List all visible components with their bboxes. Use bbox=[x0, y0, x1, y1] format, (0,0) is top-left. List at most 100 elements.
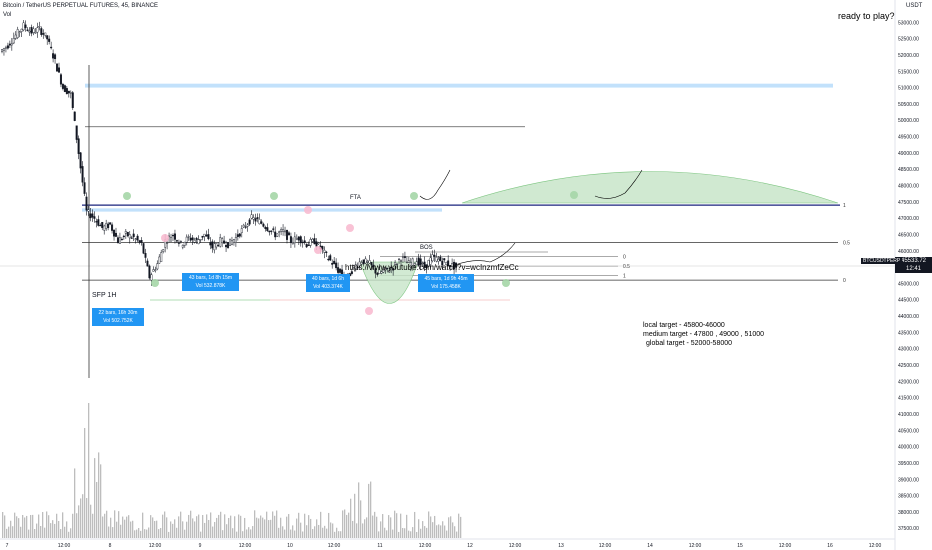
volume-bar bbox=[58, 520, 60, 538]
candle-body bbox=[40, 28, 43, 35]
volume-bar bbox=[456, 531, 458, 538]
youtube-url[interactable]: https://www.youtube.com/watch?v=wcInzmfZ… bbox=[345, 263, 519, 272]
volume-bar bbox=[250, 529, 252, 538]
volume-bar bbox=[414, 511, 416, 538]
volume-bar bbox=[348, 512, 350, 538]
candle-body bbox=[32, 28, 35, 33]
candle-body bbox=[73, 111, 76, 121]
volume-bar bbox=[118, 511, 120, 538]
volume-bar bbox=[126, 516, 128, 538]
volume-bar bbox=[66, 521, 68, 538]
candle-body bbox=[409, 262, 412, 268]
volume-bar bbox=[36, 523, 38, 538]
volume-bar bbox=[356, 523, 358, 538]
candle-body bbox=[201, 235, 204, 238]
volume-bar bbox=[432, 522, 434, 538]
time-tick: 12:00 bbox=[419, 543, 432, 549]
volume-bar bbox=[92, 513, 94, 538]
candle-body bbox=[358, 261, 361, 266]
price-tick: 42500.00 bbox=[898, 363, 919, 369]
price-tick: 49500.00 bbox=[898, 135, 919, 141]
volume-bar bbox=[34, 529, 36, 538]
volume-bar bbox=[168, 531, 170, 538]
volume-bar bbox=[312, 529, 314, 538]
candle-body bbox=[142, 243, 145, 254]
candle-body bbox=[140, 240, 143, 243]
volume-bar bbox=[444, 525, 446, 538]
candle-body bbox=[30, 27, 33, 34]
candle-body bbox=[197, 239, 200, 245]
candle-body bbox=[138, 240, 141, 243]
candle-body bbox=[87, 209, 90, 212]
volume-bar bbox=[120, 524, 122, 538]
candle-body bbox=[301, 241, 304, 244]
candle-body bbox=[28, 30, 31, 33]
volume-bar bbox=[292, 525, 294, 538]
candle-body bbox=[287, 232, 290, 236]
range-box-3-bars: 40 bars, 1d 6h bbox=[312, 276, 344, 282]
volume-bar bbox=[148, 527, 150, 538]
volume-bar bbox=[122, 516, 124, 538]
volume-bar bbox=[166, 517, 168, 538]
volume-bar bbox=[442, 521, 444, 538]
candle-body bbox=[252, 217, 255, 220]
volume-bar bbox=[332, 523, 334, 538]
volume-bar bbox=[434, 515, 436, 538]
volume-bar bbox=[220, 511, 222, 538]
candle-body bbox=[441, 260, 444, 266]
volume-bar bbox=[86, 498, 88, 538]
candle-body bbox=[103, 225, 106, 231]
time-tick: 12:00 bbox=[328, 543, 341, 549]
candle-body bbox=[284, 230, 287, 233]
candle-body bbox=[293, 236, 296, 244]
candle-body bbox=[22, 22, 25, 31]
candle-body bbox=[152, 269, 155, 272]
candle-body bbox=[329, 255, 332, 261]
candle-body bbox=[199, 239, 202, 241]
candle-body bbox=[207, 234, 210, 240]
range-box-3-vol: Vol 403.374K bbox=[313, 284, 343, 290]
volume-bar bbox=[28, 529, 30, 538]
candle-body bbox=[144, 253, 147, 258]
time-tick: 15 bbox=[737, 543, 743, 549]
volume-bar bbox=[350, 498, 352, 538]
candle-body bbox=[211, 241, 214, 249]
candle-body bbox=[256, 217, 259, 220]
candle-body bbox=[264, 226, 267, 229]
volume-bar bbox=[378, 531, 380, 538]
volume-bar bbox=[202, 515, 204, 538]
price-tick: 52000.00 bbox=[898, 53, 919, 59]
volume-bar bbox=[128, 515, 130, 538]
candle-body bbox=[173, 233, 176, 240]
candle-body bbox=[244, 226, 247, 228]
volume-bar bbox=[304, 513, 306, 538]
volume-bar bbox=[370, 481, 372, 538]
fib-label: 0.5 bbox=[843, 241, 850, 247]
volume-bar bbox=[380, 521, 382, 538]
candle-body bbox=[130, 237, 133, 239]
candle-body bbox=[439, 256, 442, 262]
candle-body bbox=[26, 29, 29, 32]
candle-body bbox=[238, 233, 241, 237]
volume-bar bbox=[446, 530, 448, 538]
volume-bar bbox=[188, 514, 190, 538]
volume-bar bbox=[176, 527, 178, 538]
candle-body bbox=[213, 243, 216, 251]
candle-body bbox=[203, 233, 206, 237]
volume-bar bbox=[420, 528, 422, 538]
volume-bar bbox=[402, 528, 404, 538]
candle-body bbox=[14, 34, 17, 39]
time-tick: 12:00 bbox=[509, 543, 522, 549]
volume-bar bbox=[366, 517, 368, 538]
chart-title: Bitcoin / TetherUS PERPETUAL FUTURES, 45… bbox=[3, 3, 159, 9]
volume-bar bbox=[48, 515, 50, 538]
candle-body bbox=[107, 223, 110, 229]
candle-body bbox=[242, 224, 245, 228]
last-price-time: 12:41 bbox=[905, 266, 921, 272]
volume-label: Vol bbox=[3, 12, 12, 18]
marker-circle bbox=[365, 307, 373, 315]
volume-bar bbox=[190, 510, 192, 538]
time-tick: 12:00 bbox=[689, 543, 702, 549]
candle-body bbox=[339, 268, 342, 273]
